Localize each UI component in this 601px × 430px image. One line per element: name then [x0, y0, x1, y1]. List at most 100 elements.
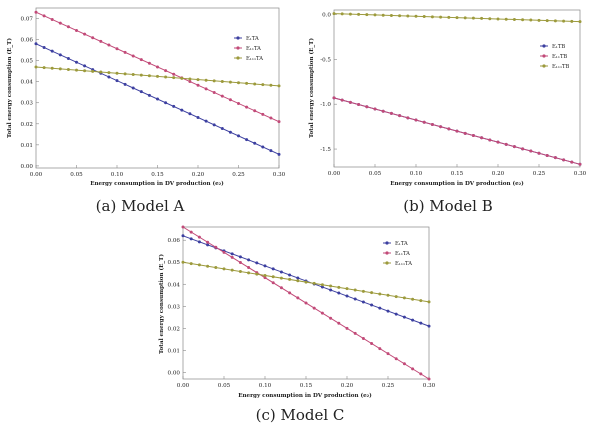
- series-marker: [131, 54, 135, 58]
- series-marker: [430, 15, 434, 19]
- series-marker: [312, 306, 316, 310]
- series-marker: [357, 103, 361, 107]
- series-marker: [115, 79, 119, 83]
- series-marker: [578, 162, 582, 166]
- series-marker: [139, 58, 143, 62]
- x-tick-label: 0.30: [574, 171, 587, 177]
- series-marker: [204, 119, 208, 123]
- series-marker: [180, 108, 184, 112]
- series-marker: [329, 316, 333, 320]
- series-marker: [253, 82, 257, 86]
- series-marker: [222, 250, 226, 254]
- series-marker: [296, 276, 300, 280]
- series-marker: [247, 271, 251, 275]
- series-marker: [42, 66, 46, 70]
- series-marker: [189, 230, 193, 234]
- series-marker: [406, 14, 410, 18]
- legend-marker: [385, 241, 389, 245]
- series-marker: [439, 15, 443, 19]
- series-marker: [277, 152, 281, 156]
- series-marker: [204, 78, 208, 82]
- y-tick-label: 0.07: [21, 17, 34, 23]
- series-marker: [253, 141, 257, 145]
- series-marker: [512, 145, 516, 149]
- series-marker: [553, 156, 557, 160]
- series-marker: [504, 17, 508, 21]
- legend-label: E₁₁TA: [246, 46, 261, 52]
- chart-model-a: 0.00 0.05 0.10 0.15 0.20 0.25 0.30 0.00 0.01 0.02…: [6, 7, 286, 215]
- series-marker: [419, 321, 423, 325]
- series-marker: [447, 127, 451, 131]
- series-marker: [402, 315, 406, 319]
- series-marker: [471, 134, 475, 138]
- legend-label: E₁₁₁TA: [395, 261, 412, 267]
- series-marker: [99, 39, 103, 43]
- series-marker: [373, 107, 377, 111]
- series-marker: [340, 12, 344, 16]
- series-marker: [255, 272, 259, 276]
- x-tick-label: 0.25: [382, 383, 395, 389]
- series-marker: [214, 266, 218, 270]
- series-marker: [147, 93, 151, 97]
- x-tick-label: 0.00: [328, 171, 341, 177]
- series-marker: [196, 83, 200, 87]
- series-marker: [206, 264, 210, 268]
- series-marker: [139, 73, 143, 77]
- y-tick-label: 0.06: [168, 238, 181, 244]
- series-marker: [42, 45, 46, 49]
- series-marker: [337, 321, 341, 325]
- series-marker: [34, 42, 38, 46]
- series-marker: [320, 285, 324, 289]
- series-marker: [263, 273, 267, 277]
- y-axis-label: Total energy consumption (E_T): [158, 254, 165, 354]
- series-marker: [521, 18, 525, 22]
- series-marker: [394, 295, 398, 299]
- series-marker: [271, 267, 275, 271]
- series-marker: [414, 14, 418, 18]
- series-marker: [357, 12, 361, 16]
- series-marker: [414, 118, 418, 122]
- series-marker: [578, 20, 582, 24]
- series-marker: [386, 352, 390, 356]
- series-marker: [269, 149, 273, 153]
- x-tick-label: 0.15: [151, 172, 164, 178]
- series-marker: [245, 138, 249, 142]
- series-marker: [288, 273, 292, 277]
- series-marker: [237, 134, 240, 138]
- series-marker: [455, 129, 459, 133]
- series-marker: [488, 17, 492, 21]
- x-tick-label: 0.20: [492, 171, 505, 177]
- y-tick-label: 0.00: [168, 370, 181, 376]
- series-marker: [312, 281, 316, 285]
- series-marker: [365, 13, 369, 17]
- series-marker: [411, 367, 415, 371]
- series-marker: [337, 285, 341, 289]
- series-marker: [228, 130, 232, 134]
- legend-marker: [542, 64, 546, 68]
- series-marker: [406, 116, 410, 120]
- series-marker: [164, 75, 168, 79]
- series-marker: [247, 266, 251, 270]
- x-axis-label: Energy consumption in DV production (e₂): [390, 180, 524, 187]
- series-marker: [212, 90, 216, 94]
- series-marker: [378, 347, 382, 351]
- series-marker: [279, 286, 283, 290]
- series-marker: [537, 18, 541, 22]
- series-marker: [263, 276, 267, 280]
- series-marker: [123, 82, 127, 86]
- series-marker: [430, 122, 434, 126]
- series-marker: [238, 255, 242, 259]
- plot-frame: [333, 9, 581, 168]
- y-tick-label: 0.0: [322, 12, 331, 18]
- y-tick-label: 0.03: [168, 304, 181, 310]
- series-marker: [480, 16, 484, 20]
- series-marker: [411, 318, 415, 322]
- series-marker: [75, 60, 78, 64]
- y-tick-label: -1.5: [320, 147, 331, 153]
- series-marker: [212, 79, 216, 83]
- series-marker: [230, 252, 234, 256]
- series-marker: [197, 235, 201, 239]
- x-tick-label: 0.10: [259, 383, 272, 389]
- series-marker: [58, 21, 62, 25]
